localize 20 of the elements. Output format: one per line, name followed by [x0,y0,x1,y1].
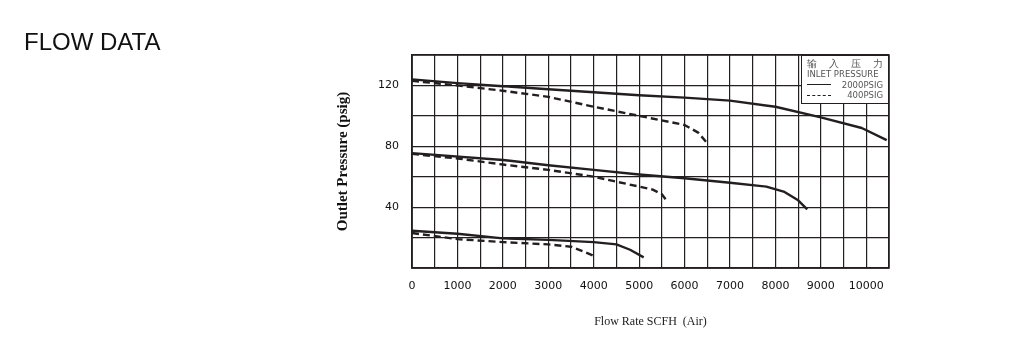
legend-label: 2000PSIG [841,79,883,90]
text: FLOW DATA [24,28,161,56]
y-tick-label: 80 [385,139,399,153]
legend-label: 400PSIG [847,90,883,101]
x-tick-label: 4000 [579,279,608,293]
x-tick-label: 8000 [761,279,790,293]
x-tick-label: 9000 [806,279,835,293]
x-tick-label: 6000 [670,279,699,293]
x-tick-label: 2000 [488,279,517,293]
x-tick-label: 1000 [443,279,472,293]
y-tick-label: 40 [385,200,399,213]
text: 输 入 压 力 INLET PRESSURE [807,58,883,79]
x-tick-label: 10000 [848,279,884,293]
x-tick-label: 5000 [625,279,654,293]
x-axis-title: Flow Rate SCFH (Air) [594,313,707,328]
y-tick-label: 120 [378,78,399,92]
y-axis-title: Outlet Pressure (psig) [333,91,351,232]
x-tick-label: 7000 [716,279,744,293]
x-tick-label: 0 [408,279,416,293]
x-tick-label: 3000 [534,279,563,293]
